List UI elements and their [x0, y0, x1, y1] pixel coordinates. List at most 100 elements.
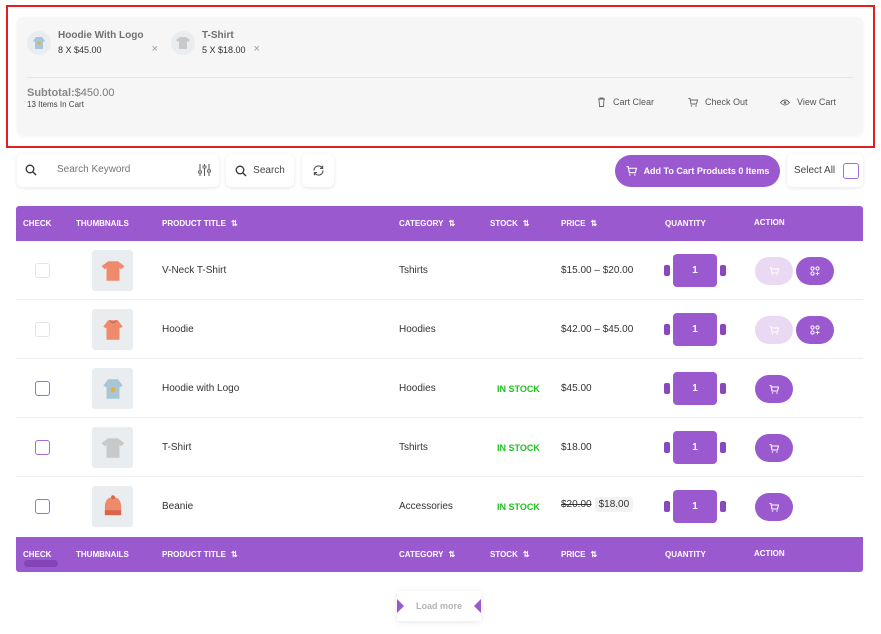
row-checkbox[interactable] — [35, 263, 50, 278]
mini-cart-item-qty: 5 X $18.00 — [202, 45, 246, 55]
footer-stock[interactable]: STOCK ⇅ — [490, 550, 530, 559]
cart-icon — [769, 266, 779, 276]
header-category[interactable]: CATEGORY ⇅ — [399, 219, 455, 228]
increase-button[interactable] — [720, 501, 726, 512]
header-thumbnails: THUMBNAILS — [76, 219, 129, 228]
row-checkbox[interactable] — [35, 322, 50, 337]
filter-icon[interactable] — [198, 163, 211, 177]
hoodie-thumbnail — [27, 31, 51, 55]
footer-product-title[interactable]: PRODUCT TITLE ⇅ — [162, 550, 238, 559]
sort-icon[interactable]: ⇅ — [231, 550, 238, 559]
select-all-label: Select All — [794, 165, 836, 176]
select-all-checkbox[interactable] — [843, 162, 860, 179]
checkout-label: Check Out — [705, 97, 748, 107]
tshirt-thumbnail[interactable] — [92, 427, 133, 468]
header-price[interactable]: PRICE ⇅ — [561, 219, 597, 228]
product-price: $15.00 – $20.00 — [561, 265, 634, 276]
quantity-stepper[interactable]: 1 — [664, 313, 726, 346]
select-options-button[interactable] — [796, 316, 834, 344]
beanie-thumbnail[interactable] — [92, 486, 133, 527]
cart-icon — [769, 384, 779, 394]
view-cart-button[interactable]: View Cart — [780, 97, 836, 107]
select-options-button[interactable] — [796, 257, 834, 285]
cart-icon — [769, 325, 779, 335]
decrease-button[interactable] — [664, 442, 670, 453]
cart-clear-button[interactable]: Cart Clear — [597, 97, 654, 107]
header-product-title-label: PRODUCT TITLE — [162, 219, 226, 228]
sort-icon[interactable]: ⇅ — [448, 550, 456, 559]
search-button[interactable]: Search — [226, 154, 294, 187]
quantity-stepper[interactable]: 1 — [664, 254, 726, 287]
add-to-cart-button[interactable] — [755, 316, 793, 344]
decrease-button[interactable] — [664, 324, 670, 335]
hoodie-thumbnail[interactable] — [92, 368, 133, 409]
sort-icon[interactable]: ⇅ — [448, 219, 456, 228]
increase-button[interactable] — [720, 383, 726, 394]
add-to-cart-button[interactable] — [755, 257, 793, 285]
quantity-value[interactable]: 1 — [673, 372, 717, 405]
quantity-value[interactable]: 1 — [673, 431, 717, 464]
product-title[interactable]: Hoodie with Logo — [162, 383, 240, 394]
tshirt-thumbnail[interactable] — [92, 250, 133, 291]
load-more-button[interactable]: Load more — [397, 591, 481, 621]
mini-cart-item: T-Shirt 5 X $18.00 × — [171, 29, 260, 57]
footer-check: CHECK — [23, 550, 52, 559]
table-row: Hoodie with Logo Hoodies IN STOCK $45.00… — [16, 359, 863, 418]
quantity-value[interactable]: 1 — [673, 313, 717, 346]
mini-cart-item: Hoodie With Logo 8 X $45.00 × — [27, 29, 158, 57]
subtotal-label: Subtotal: — [27, 87, 75, 99]
product-category: Hoodies — [399, 324, 436, 335]
hoodie-thumbnail[interactable] — [92, 309, 133, 350]
quantity-stepper[interactable]: 1 — [664, 372, 726, 405]
remove-item-icon[interactable]: × — [151, 43, 158, 55]
sort-icon[interactable]: ⇅ — [231, 219, 238, 228]
table-header: CHECK THUMBNAILS PRODUCT TITLE ⇅ CATEGORY… — [16, 206, 863, 241]
row-checkbox[interactable] — [35, 381, 50, 396]
select-all[interactable]: Select All — [787, 154, 863, 187]
row-checkbox[interactable] — [35, 440, 50, 455]
sort-icon[interactable]: ⇅ — [590, 219, 598, 228]
cart-icon — [769, 443, 779, 453]
increase-button[interactable] — [720, 324, 726, 335]
header-category-label: CATEGORY — [399, 219, 444, 228]
row-checkbox[interactable] — [35, 499, 50, 514]
decrease-button[interactable] — [664, 265, 670, 276]
increase-button[interactable] — [720, 265, 726, 276]
footer-price[interactable]: PRICE ⇅ — [561, 550, 597, 559]
add-to-cart-button[interactable] — [755, 375, 793, 403]
sort-icon[interactable]: ⇅ — [590, 550, 598, 559]
stock-status: IN STOCK — [497, 502, 540, 512]
add-to-cart-label: Add To Cart Products 0 Items — [643, 166, 770, 176]
footer-action: ACTION — [754, 549, 785, 558]
remove-item-icon[interactable]: × — [253, 43, 260, 55]
view-cart-label: View Cart — [797, 97, 836, 107]
increase-button[interactable] — [720, 442, 726, 453]
decrease-button[interactable] — [664, 383, 670, 394]
product-title[interactable]: T-Shirt — [162, 442, 192, 453]
add-to-cart-products-button[interactable]: Add To Cart Products 0 Items — [615, 155, 780, 187]
tshirt-thumbnail — [171, 31, 195, 55]
refresh-button[interactable] — [302, 154, 334, 187]
footer-quantity: QUANTITY — [665, 550, 706, 559]
load-more-label: Load more — [415, 601, 462, 611]
checkout-button[interactable]: Check Out — [688, 97, 748, 107]
product-title[interactable]: Beanie — [162, 501, 194, 512]
horizontal-scrollbar[interactable] — [24, 560, 58, 567]
header-stock[interactable]: STOCK ⇅ — [490, 219, 530, 228]
decrease-button[interactable] — [664, 501, 670, 512]
add-to-cart-button[interactable] — [755, 434, 793, 462]
sort-icon[interactable]: ⇅ — [522, 219, 530, 228]
mini-cart-item-name[interactable]: T-Shirt — [202, 30, 234, 41]
product-title[interactable]: Hoodie — [162, 324, 194, 335]
sort-icon[interactable]: ⇅ — [522, 550, 530, 559]
quantity-stepper[interactable]: 1 — [664, 431, 726, 464]
product-title[interactable]: V-Neck T-Shirt — [162, 265, 227, 276]
quantity-value[interactable]: 1 — [673, 490, 717, 523]
mini-cart-item-name[interactable]: Hoodie With Logo — [58, 30, 144, 41]
quantity-value[interactable]: 1 — [673, 254, 717, 287]
search-input[interactable] — [57, 164, 187, 175]
add-to-cart-button[interactable] — [755, 493, 793, 521]
quantity-stepper[interactable]: 1 — [664, 490, 726, 523]
header-product-title[interactable]: PRODUCT TITLE ⇅ — [162, 219, 238, 228]
footer-category[interactable]: CATEGORY ⇅ — [399, 550, 455, 559]
